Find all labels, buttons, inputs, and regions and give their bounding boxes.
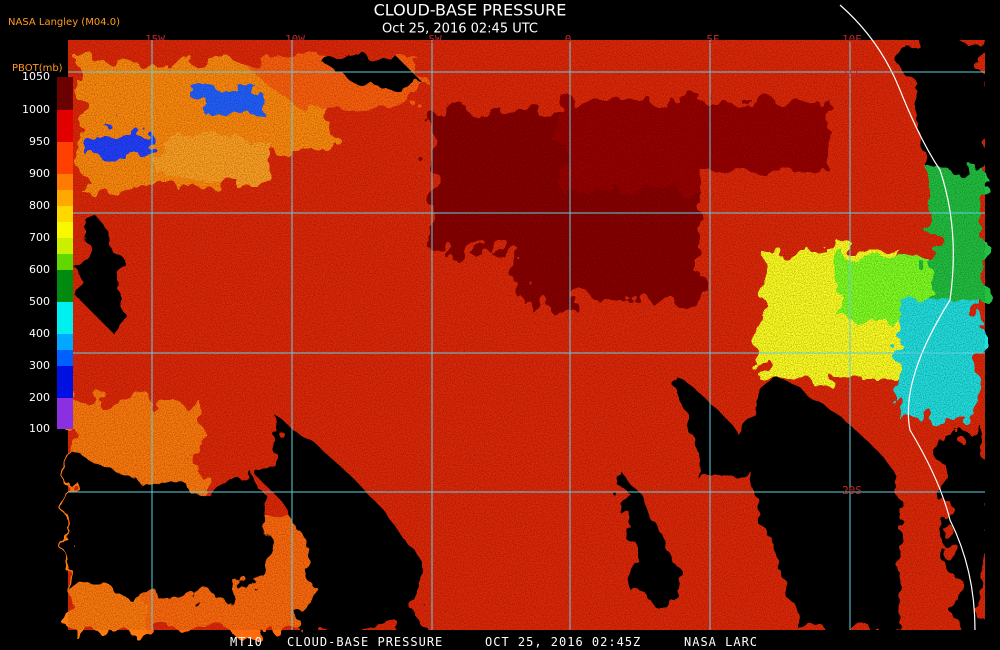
source: NASA Langley (M04.0) (8, 17, 120, 28)
legend-label: 600 (29, 263, 50, 276)
legend-label: 1000 (22, 103, 50, 116)
coastline (839, 4, 976, 631)
lon-label: 0 (565, 33, 572, 46)
footer-text: NASA LARC (684, 635, 758, 649)
footer-text: CLOUD-BASE PRESSURE (287, 635, 443, 649)
legend-label: 700 (29, 231, 50, 244)
lat-label: 15S (842, 68, 862, 81)
legend-title: PBOT(mb) (12, 63, 63, 74)
legend-label: 400 (29, 327, 50, 340)
satellite-image (68, 4, 985, 631)
lon-label: 5W (428, 33, 442, 46)
legend-label: 100 (29, 422, 50, 435)
title: CLOUD-BASE PRESSURE (374, 1, 567, 20)
grid (68, 40, 985, 630)
lat-label: 20S (842, 484, 862, 497)
legend-label: 500 (29, 295, 50, 308)
colorbar (57, 77, 73, 429)
legend-label: 300 (29, 359, 50, 372)
lon-label: 5E (706, 33, 719, 46)
legend-label: 900 (29, 167, 50, 180)
lon-label: 10W (285, 33, 305, 46)
legend-label: 1050 (22, 70, 50, 83)
lon-label: 10E (842, 33, 862, 46)
lon-label: 15W (145, 33, 165, 46)
legend-label: 200 (29, 391, 50, 404)
footer-text: OCT 25, 2016 02:45Z (485, 635, 641, 649)
legend-label: 950 (29, 135, 50, 148)
legend-label: 800 (29, 199, 50, 212)
footer-text: MT10 (230, 635, 263, 649)
subtitle: Oct 25, 2016 02:45 UTC (382, 22, 538, 37)
